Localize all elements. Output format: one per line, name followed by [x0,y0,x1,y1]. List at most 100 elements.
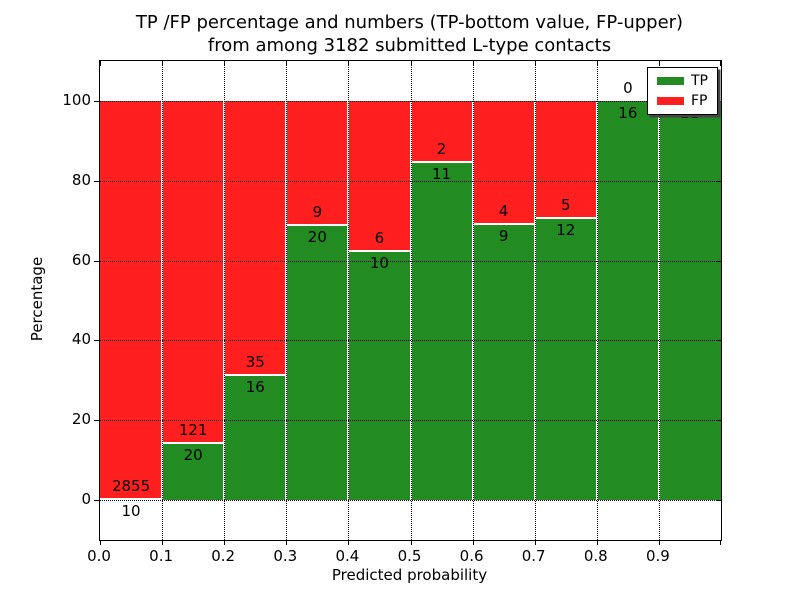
x-tick-mark-top [658,61,660,66]
legend-fp-swatch [657,96,684,105]
vertical-gridline [348,61,350,540]
y-axis-label: Percentage [28,256,46,342]
bar-fp-segment [348,100,411,251]
y-tick-label: 60 [71,250,91,269]
x-tick-label: 0.2 [211,547,236,565]
tp-count-label: 16 [245,377,265,396]
y-tick-label: 20 [71,410,91,429]
x-tick-mark [162,540,164,545]
bar-fp-segment [162,100,225,444]
x-axis-label: Predicted probability [331,566,488,584]
x-tick-mark-top [162,61,164,66]
vertical-gridline [286,61,288,540]
x-tick-mark [658,540,660,545]
legend-entry-tp: TP [648,74,717,88]
bar-edge-horizontal [472,222,535,225]
x-tick-label: 0.4 [335,547,360,565]
tp-count-label: 12 [556,221,576,240]
bar-tp-segment [534,218,597,501]
x-tick-mark-top [596,61,598,66]
bar-fp-segment [534,100,597,219]
y-tick-mark [94,420,99,422]
bar-edge-horizontal [162,442,225,445]
legend-tp-swatch [657,77,684,86]
bar-fp-segment [410,100,473,163]
fp-count-label: 2 [436,140,447,159]
x-tick-label: 0.0 [87,547,111,565]
bar-tp-segment [472,223,535,501]
x-tick-mark-top [100,61,101,66]
vertical-gridline [472,61,474,540]
x-tick-label: 0.6 [459,547,484,565]
y-tick-mark [94,340,99,342]
bar-edge-horizontal [224,373,287,376]
y-tick-label: 0 [81,490,91,509]
x-tick-label: 0.5 [397,547,422,565]
bar-tp-segment [162,443,225,501]
vertical-gridline [224,61,226,540]
tp-count-label: 20 [183,446,203,465]
vertical-gridline [162,61,164,540]
vertical-gridline [596,61,598,540]
tp-count-label: 11 [432,165,452,184]
horizontal-gridline [100,100,721,102]
tp-count-label: 10 [369,253,389,272]
y-tick-mark-right [716,180,721,182]
x-tick-mark-top [534,61,536,66]
fp-count-label: 0 [623,78,633,97]
legend-tp-label: TP [691,73,708,90]
x-tick-mark [286,540,288,545]
horizontal-gridline [100,180,721,182]
x-tick-mark [100,540,101,545]
chart-title: TP /FP percentage and numbers (TP-bottom… [99,11,720,57]
bar-fp-segment [286,100,349,225]
vertical-gridline [534,61,536,540]
fp-count-label: 121 [178,421,208,440]
tp-count-label: 16 [618,103,638,122]
x-tick-mark [472,540,474,545]
fp-count-label: 5 [560,196,571,215]
x-tick-label: 0.8 [583,547,608,565]
bar-edge-horizontal [410,161,473,164]
x-tick-mark-top [286,61,288,66]
y-tick-mark-right [716,260,721,262]
x-tick-mark [410,540,412,545]
y-tick-label: 80 [71,170,91,189]
tp-count-label: 10 [121,501,141,520]
chart-title-line2: from among 3182 submitted L-type contact… [207,35,612,56]
x-tick-mark-top [410,61,412,66]
x-tick-label: 0.7 [521,547,546,565]
x-tick-mark-top [720,61,721,66]
fp-count-label: 2855 [111,476,151,495]
bar-tp-segment [410,162,473,501]
bar-edge-horizontal [100,497,163,500]
tp-count-label: 20 [307,227,327,246]
chart-title-line1: TP /FP percentage and numbers (TP-bottom… [135,12,684,33]
fp-count-label: 4 [498,201,509,220]
x-tick-label: 0.1 [149,547,174,565]
y-tick-mark [94,180,99,182]
y-tick-mark [94,500,99,502]
legend: TP FP [647,67,718,115]
fp-count-label: 6 [374,228,385,247]
x-tick-label: 0.3 [273,547,298,565]
fp-count-label: 35 [245,352,265,371]
vertical-gridline [658,61,660,540]
plot-area: 28551012120351692061021149512016021 [94,60,722,545]
bar-edge-horizontal [286,223,349,226]
y-tick-label: 100 [62,90,91,109]
x-tick-mark [534,540,536,545]
bar-fp-segment [472,100,535,224]
x-tick-mark [596,540,598,545]
x-tick-mark-top [472,61,474,66]
x-tick-mark [348,540,350,545]
bar-fp-segment [224,100,287,375]
tp-count-label: 9 [498,226,509,245]
x-tick-mark [720,540,721,545]
legend-entry-fp: FP [648,94,717,108]
x-tick-label: 0.9 [645,547,670,565]
x-tick-mark [224,540,226,545]
horizontal-gridline [100,420,721,422]
vertical-gridline [410,61,412,540]
